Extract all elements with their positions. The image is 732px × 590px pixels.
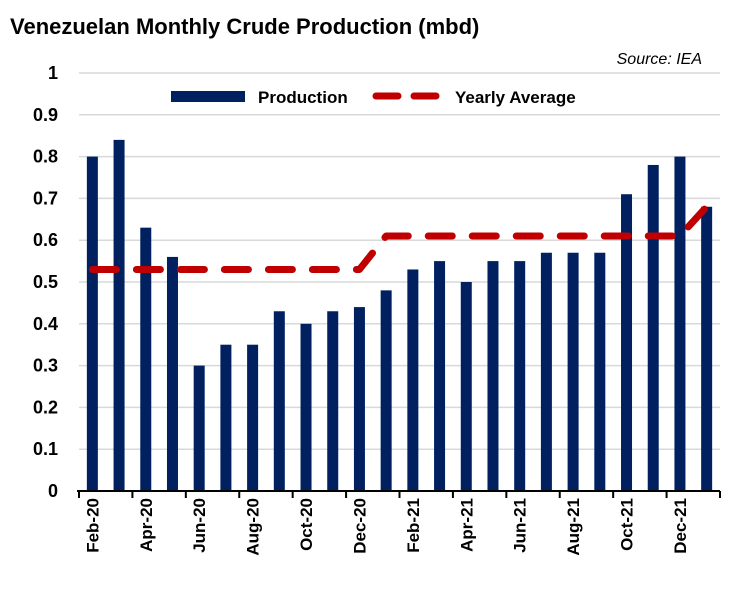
- bar-mar-21: [434, 261, 446, 491]
- bar-oct-21: [621, 194, 633, 491]
- y-tick-label: 0.4: [33, 314, 58, 334]
- bar-mar-20: [113, 139, 125, 491]
- bar-oct-20: [300, 323, 312, 491]
- bar-dec-21: [674, 156, 686, 491]
- bar-jul-21: [540, 252, 552, 491]
- y-tick-label: 0.3: [33, 356, 58, 376]
- bar-jun-20: [193, 365, 205, 491]
- x-tick-label: Apr-20: [137, 498, 156, 552]
- legend-yearly-average-label: Yearly Average: [455, 88, 576, 107]
- x-tick-label: Oct-21: [618, 498, 637, 551]
- y-tick-label: 0.5: [33, 272, 58, 292]
- x-tick-label: Feb-21: [404, 498, 423, 553]
- y-tick-label: 1: [48, 63, 58, 83]
- x-tick-label: Dec-20: [350, 498, 369, 554]
- bar-jan-21: [380, 290, 392, 491]
- legend-production-swatch: [171, 91, 245, 102]
- y-tick-label: 0.7: [33, 188, 58, 208]
- bar-jul-20: [220, 344, 232, 491]
- x-tick-label: Feb-20: [83, 498, 102, 553]
- x-tick-label: Jun-20: [190, 498, 209, 553]
- x-tick-label: Oct-20: [297, 498, 316, 551]
- x-tick-label: Aug-20: [244, 498, 263, 556]
- bar-nov-20: [327, 311, 339, 491]
- y-tick-label: 0.2: [33, 397, 58, 417]
- x-tick-label: Aug-21: [564, 498, 583, 556]
- bar-sep-20: [273, 311, 285, 491]
- bar-aug-20: [247, 344, 259, 491]
- legend-production-label: Production: [258, 88, 348, 107]
- y-tick-label: 0.1: [33, 439, 58, 459]
- y-axis-ticks: 0 0.1 0.2 0.3 0.4 0.5 0.6 0.7 0.8 0.9 1: [33, 63, 58, 501]
- y-tick-label: 0: [48, 481, 58, 501]
- x-axis: Feb-20 Apr-20 Jun-20 Aug-20 Oct-20 Dec-20 Feb-…: [77, 490, 721, 556]
- production-bars: [86, 139, 713, 491]
- bar-apr-20: [140, 227, 152, 491]
- x-tick-label: Dec-21: [671, 498, 690, 554]
- bar-feb-21: [407, 269, 419, 491]
- bar-jan-22: [701, 206, 713, 491]
- bar-feb-20: [86, 156, 98, 491]
- y-tick-label: 0.9: [33, 105, 58, 125]
- x-tick-label: Jun-21: [511, 498, 530, 553]
- bar-jun-21: [514, 261, 526, 491]
- legend: Production Yearly Average: [171, 88, 576, 107]
- bar-apr-21: [460, 282, 472, 491]
- bar-dec-20: [353, 307, 365, 491]
- bar-sep-21: [594, 252, 606, 491]
- bar-nov-21: [647, 164, 659, 491]
- y-tick-label: 0.8: [33, 147, 58, 167]
- chart-title: Venezuelan Monthly Crude Production (mbd…: [10, 14, 479, 39]
- bar-aug-21: [567, 252, 579, 491]
- gridlines: [79, 72, 720, 450]
- yearly-average-line: [88, 203, 711, 273]
- bar-may-21: [487, 261, 499, 491]
- chart-source: Source: IEA: [617, 51, 702, 68]
- y-tick-label: 0.6: [33, 230, 58, 250]
- bar-may-20: [166, 256, 178, 491]
- x-tick-label: Apr-21: [457, 498, 476, 552]
